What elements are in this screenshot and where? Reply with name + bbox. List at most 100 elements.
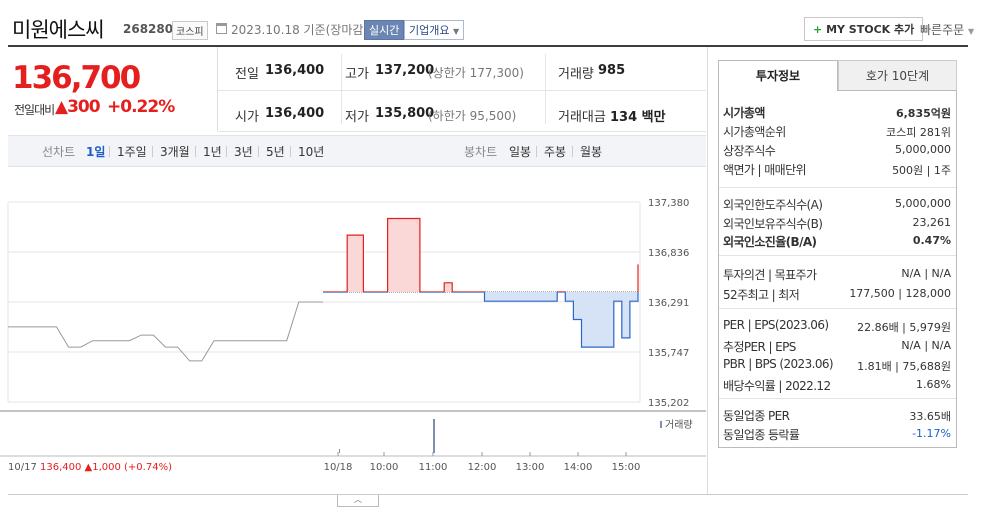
up-triangle-icon: ▲ xyxy=(55,97,68,117)
line-chart-label: 선차트 xyxy=(42,145,76,159)
y-tick-label: 136,291 xyxy=(648,298,689,309)
price-change-value: 300 xyxy=(67,97,100,117)
stock-name: 미원에스씨 xyxy=(12,18,105,42)
period-5y[interactable]: 5년 xyxy=(266,145,285,159)
side-label: 배당수익률 | 2022.12 xyxy=(723,378,831,393)
volume-bar xyxy=(433,419,435,453)
volume-bars: 거래량 xyxy=(339,419,693,453)
plus-icon: + xyxy=(813,23,823,36)
date-text: 2023.10.18 기준(장마감) xyxy=(231,23,369,37)
side-value: 1.81배 | 75,688원 xyxy=(857,360,951,373)
add-mystock-button[interactable]: + MY STOCK 추가 xyxy=(804,17,924,41)
x-tick-label: 15:00 xyxy=(612,462,641,473)
volume-label: 거래량 xyxy=(665,419,693,431)
period-10y[interactable]: 10년 xyxy=(298,145,325,159)
high-label: 고가 xyxy=(345,67,369,82)
candle-monthly[interactable]: 월봉 xyxy=(580,145,603,159)
quote-divider xyxy=(218,131,706,132)
down-area xyxy=(323,291,638,348)
amount-label: 거래대금 xyxy=(558,110,606,125)
side-value: N/A | N/A xyxy=(901,338,951,352)
summary-date: 10/17 xyxy=(8,462,40,473)
side-label: 시가총액순위 xyxy=(723,125,786,139)
side-value: 500원 | 1주 xyxy=(892,164,951,177)
side-label: 외국인한도주식수(A) xyxy=(723,198,823,212)
side-label: 상장주식수 xyxy=(723,144,776,158)
price-change-rate: +0.22% xyxy=(107,97,175,117)
separator xyxy=(258,146,259,157)
separator xyxy=(572,146,573,157)
period-3m[interactable]: 3개월 xyxy=(160,145,190,159)
side-label: 동일업종 PER xyxy=(723,409,790,423)
volume-label: 거래량 xyxy=(558,67,594,82)
separator xyxy=(290,146,291,157)
bottom-divider xyxy=(8,494,968,495)
separator xyxy=(152,146,153,157)
side-value: 33.65배 xyxy=(909,410,951,423)
prev-day-summary: 10/17 136,400 ▲1,000 (+0.74%) xyxy=(8,462,172,473)
y-tick-label: 136,836 xyxy=(648,248,689,259)
period-1d[interactable]: 1일 xyxy=(86,145,106,159)
tab-hoga-10[interactable]: 호가 10단계 xyxy=(838,60,957,91)
separator xyxy=(109,146,110,157)
price-change: ▲300 xyxy=(55,97,101,117)
realtime-button[interactable]: 실시간 xyxy=(364,20,405,40)
candle-daily[interactable]: 일봉 xyxy=(509,145,532,159)
open-label: 시가 xyxy=(235,110,259,125)
side-label: 외국인소진율(B/A) xyxy=(723,235,817,249)
side-value: 5,000,000 xyxy=(895,143,951,156)
side-value: 6,835억원 xyxy=(895,107,951,120)
period-1w[interactable]: 1주일 xyxy=(117,145,147,159)
tab-underline xyxy=(838,90,957,91)
quote-divider xyxy=(545,54,546,124)
volume-legend-icon xyxy=(660,421,662,428)
side-group-divider xyxy=(719,255,956,256)
header-divider xyxy=(8,45,968,47)
side-value: 코스피 281위 xyxy=(886,126,951,139)
lower-limit: (하한가 95,500) xyxy=(428,109,517,123)
collapse-toggle[interactable]: ︿ xyxy=(337,495,379,507)
side-group-divider xyxy=(719,398,956,399)
side-value: 177,500 | 128,000 xyxy=(849,287,951,300)
x-tick-label: 11:00 xyxy=(419,462,448,473)
side-divider xyxy=(707,47,708,495)
period-3y[interactable]: 3년 xyxy=(234,145,253,159)
separator xyxy=(536,146,537,157)
tab-invest-info[interactable]: 투자정보 xyxy=(718,60,838,91)
mystock-label: MY STOCK 추가 xyxy=(826,23,915,36)
prev-day-line xyxy=(8,301,323,362)
side-value: 23,261 xyxy=(912,215,952,229)
chart-series xyxy=(8,217,639,362)
side-label: 52주최고 | 최저 xyxy=(723,288,800,302)
upper-limit: (상한가 177,300) xyxy=(428,66,524,80)
chevron-up-icon: ︿ xyxy=(354,495,362,504)
candle-weekly[interactable]: 주봉 xyxy=(544,145,567,159)
price-box xyxy=(8,47,218,131)
side-value: 22.86배 | 5,979원 xyxy=(857,321,951,334)
chart-y-ticks: 137,380 136,836 136,291 135,747 135,202 xyxy=(648,198,689,409)
market-badge: 코스피 xyxy=(172,21,208,40)
x-tick-label: 14:00 xyxy=(564,462,593,473)
chart-x-ticks: 10/18 10:00 11:00 12:00 13:00 14:00 15:00 10/17… xyxy=(8,452,640,473)
period-1y[interactable]: 1년 xyxy=(203,145,222,159)
candle-chart-label: 봉차트 xyxy=(464,145,498,159)
x-tick-label: 10/18 xyxy=(324,462,353,473)
side-label: PER | EPS(2023.06) xyxy=(723,318,829,332)
prev-change-label: 전일대비 xyxy=(14,103,55,117)
y-tick-label: 135,747 xyxy=(648,348,689,359)
side-group-divider xyxy=(719,187,956,188)
open-value: 136,400 xyxy=(265,106,325,121)
side-value: -1.17% xyxy=(912,427,951,440)
high-value: 137,200 xyxy=(375,63,435,78)
side-label: 시가총액 xyxy=(723,106,765,120)
side-label: 외국인보유주식수(B) xyxy=(723,216,823,231)
chevron-down-icon: ▼ xyxy=(452,27,460,36)
y-tick-label: 137,380 xyxy=(648,198,689,209)
company-info-dropdown[interactable]: 기업개요 ▼ xyxy=(404,20,465,40)
quick-order-dropdown[interactable]: 빠른주문 ▼ xyxy=(920,21,974,38)
chart-grid xyxy=(0,201,706,457)
volume-value: 985 xyxy=(598,63,626,78)
company-label: 기업개요 xyxy=(409,24,450,37)
calendar-icon xyxy=(216,23,227,34)
quote-divider xyxy=(341,54,342,124)
